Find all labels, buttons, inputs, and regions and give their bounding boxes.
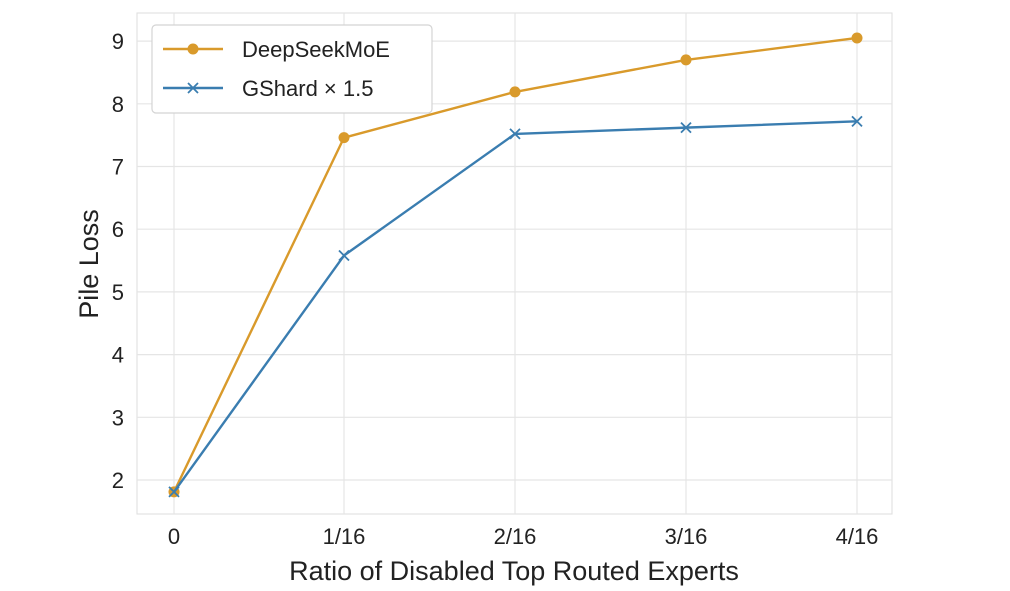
legend-label-deepseekmoe: DeepSeekMoE <box>242 37 390 62</box>
x-axis-label: Ratio of Disabled Top Routed Experts <box>289 556 739 586</box>
y-tick-label-4: 4 <box>112 343 124 368</box>
legend: DeepSeekMoE GShard × 1.5 <box>151 24 433 114</box>
series-group <box>168 32 863 498</box>
data-point-gshard-0 <box>168 486 180 498</box>
x-tick-label-2: 2/16 <box>494 524 537 549</box>
tick-labels: 2 3 4 5 6 7 8 9 0 1/16 2/16 3/16 4/16 <box>112 29 879 549</box>
data-point-gshard-1 <box>338 249 350 262</box>
legend-marker-gshard <box>187 82 199 94</box>
data-point-deepseekmoe-4 <box>851 32 863 44</box>
data-point-gshard-3 <box>680 121 692 134</box>
data-point-deepseekmoe-2 <box>509 86 521 98</box>
y-tick-label-9: 9 <box>112 29 124 54</box>
y-tick-label-5: 5 <box>112 280 124 305</box>
legend-box <box>151 24 433 114</box>
y-tick-label-3: 3 <box>112 405 124 430</box>
legend-marker-deepseekmoe <box>187 43 199 55</box>
legend-label-gshard: GShard × 1.5 <box>242 76 373 101</box>
y-axis-label: Pile Loss <box>74 209 104 319</box>
x-tick-label-3: 3/16 <box>665 524 708 549</box>
y-tick-label-7: 7 <box>112 155 124 180</box>
data-point-gshard-4 <box>851 115 863 127</box>
y-tick-label-6: 6 <box>112 217 124 242</box>
x-tick-label-1: 1/16 <box>323 524 366 549</box>
data-point-deepseekmoe-1 <box>338 132 350 144</box>
x-tick-label-4: 4/16 <box>836 524 879 549</box>
data-point-deepseekmoe-3 <box>680 54 692 66</box>
data-point-gshard-2 <box>509 128 521 140</box>
y-tick-label-8: 8 <box>112 92 124 117</box>
y-tick-label-2: 2 <box>112 468 124 493</box>
x-tick-label-0: 0 <box>168 524 180 549</box>
